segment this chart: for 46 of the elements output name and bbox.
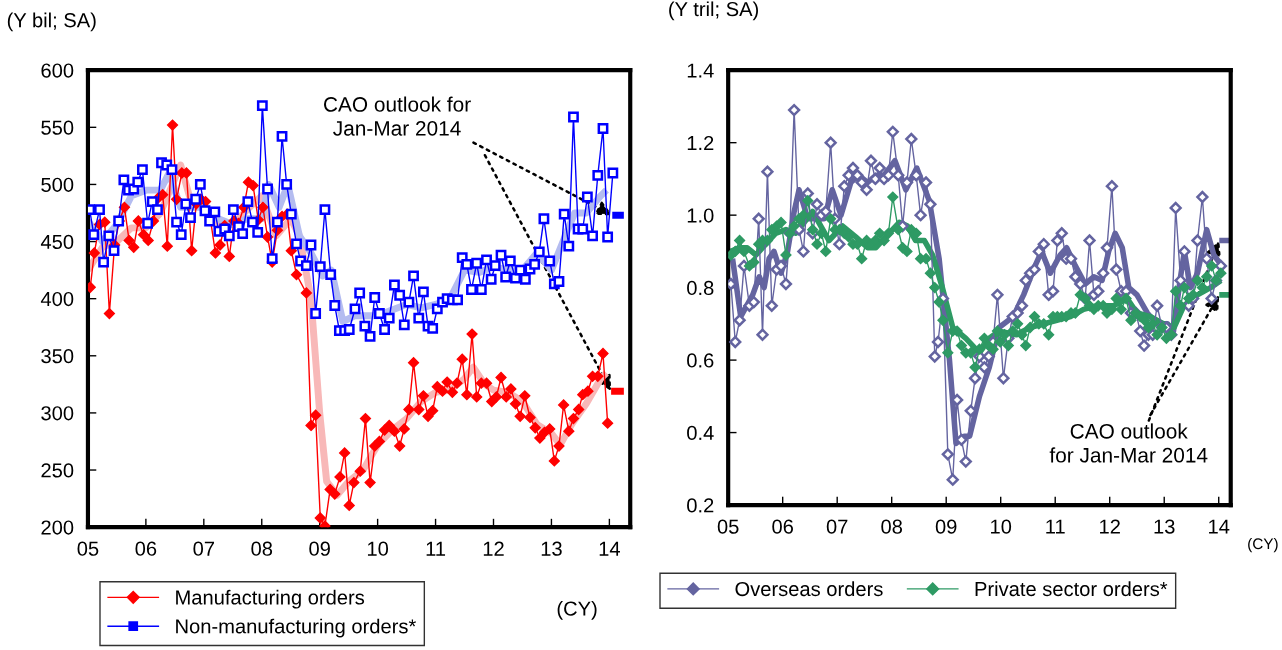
y-tick-label: 1.4 [687, 63, 714, 78]
y-tick-label: 1.0 [687, 208, 714, 223]
x-tick-label: 14 [599, 541, 620, 556]
legend-label: Manufacturing orders [176, 589, 365, 609]
x-tick-label: 07 [826, 519, 848, 534]
y-axis-title: (Y tril; SA) [669, 1, 759, 21]
x-tick-label: 11 [1046, 519, 1065, 534]
x-tick-label: 06 [135, 541, 157, 556]
annotation: CAO outlook for Jan-Mar 2014 [1049, 423, 1208, 463]
x-tick-label: 12 [1100, 519, 1120, 534]
legend-label: Overseas orders [735, 581, 883, 597]
y-tick-label: 350 [41, 349, 74, 364]
x-tick-label: 09 [935, 519, 957, 534]
y-tick-label: 450 [40, 234, 74, 250]
y-tick-label: 500 [41, 177, 74, 192]
x-tick-label: 14 [1209, 519, 1230, 534]
x-tick-label: 13 [541, 541, 562, 556]
legend-label: Private sector orders* [975, 581, 1168, 597]
y-tick-label: 0.8 [687, 280, 714, 296]
y-tick-label: 550 [41, 120, 74, 135]
legend-label: Non-manufacturing orders* [176, 618, 416, 638]
x-tick-label: 10 [367, 541, 389, 556]
x-tick-label: 11 [426, 541, 446, 556]
x-axis-title: (CY) [1248, 537, 1278, 553]
y-tick-label: 300 [41, 406, 74, 421]
y-tick-label: 400 [40, 291, 74, 307]
x-tick-label: 12 [483, 541, 504, 556]
y-axis-title: (Y bil; SA) [7, 12, 96, 32]
annotation: CAO outlook for Jan-Mar 2014 [324, 96, 471, 136]
x-tick-label: 13 [1154, 519, 1175, 534]
x-tick-label: 05 [717, 519, 739, 534]
x-tick-label: 08 [251, 541, 273, 556]
x-axis-title: (CY) [557, 600, 597, 620]
y-tick-label: 0.2 [687, 498, 714, 513]
x-tick-label: 07 [193, 541, 215, 556]
y-tick-label: 0.4 [687, 425, 714, 441]
y-tick-label: 1.2 [687, 135, 714, 150]
x-tick-label: 09 [309, 541, 330, 556]
y-tick-label: 600 [41, 63, 74, 78]
y-tick-label: 200 [41, 520, 74, 535]
y-tick-label: 250 [41, 463, 74, 478]
y-tick-label: 0.6 [687, 353, 714, 368]
x-tick-label: 10 [991, 519, 1012, 534]
x-tick-label: 08 [881, 519, 903, 534]
x-tick-label: 05 [77, 541, 99, 556]
x-tick-label: 06 [772, 519, 793, 534]
